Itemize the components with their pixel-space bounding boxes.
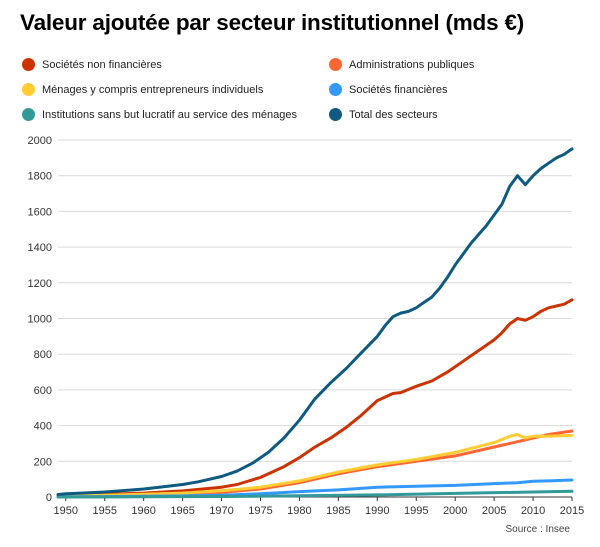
legend-item-societes-financieres: Sociétés financières: [329, 83, 448, 97]
legend-label: Total des secteurs: [349, 109, 438, 121]
legend-item-administrations-publiques: Administrations publiques: [329, 58, 475, 72]
y-tick-label: 1800: [28, 171, 52, 183]
x-tick-label: 1985: [326, 505, 350, 517]
legend-label: Institutions sans but lucratif au servic…: [42, 109, 297, 121]
x-tick-label: 1965: [170, 505, 194, 517]
legend-item-isbl: Institutions sans but lucratif au servic…: [22, 108, 297, 122]
series-line-0: [56, 298, 574, 498]
legend-label: Sociétés financières: [349, 84, 448, 96]
y-tick-label: 1000: [28, 314, 52, 326]
x-tick-label: 2010: [521, 505, 545, 517]
x-tick-label: 1995: [404, 505, 428, 517]
x-tick-label: 2005: [482, 505, 506, 517]
y-tick-label: 1600: [28, 206, 52, 218]
x-tick-label: 2000: [443, 505, 467, 517]
source-note: Source : Insee: [505, 524, 570, 535]
y-tick-label: 400: [34, 421, 52, 433]
series-line-5: [56, 147, 574, 496]
series-line-4: [56, 489, 574, 499]
y-tick-label: 1200: [28, 278, 52, 290]
x-tick-label: 1950: [54, 505, 78, 517]
series-line-2: [56, 433, 574, 498]
y-tick-label: 600: [34, 385, 52, 397]
legend-item-menages: Ménages y compris entrepreneurs individu…: [22, 83, 264, 97]
legend-label: Sociétés non financières: [42, 59, 162, 71]
y-tick-label: 800: [34, 349, 52, 361]
legend-swatch: [329, 108, 342, 121]
x-tick-label: 1975: [248, 505, 272, 517]
x-tick-label: 1970: [209, 505, 233, 517]
legend-label: Ménages y compris entrepreneurs individu…: [42, 84, 264, 96]
legend-label: Administrations publiques: [349, 59, 475, 71]
legend-swatch: [329, 83, 342, 96]
legend-swatch: [22, 58, 35, 71]
legend-item-total: Total des secteurs: [329, 108, 438, 122]
legend-swatch: [329, 58, 342, 71]
x-tick-label: 2015: [560, 505, 584, 517]
x-tick-label: 1990: [365, 505, 389, 517]
legend-swatch: [22, 83, 35, 96]
x-tick-label: 1980: [287, 505, 311, 517]
x-tick-label: 1960: [131, 505, 155, 517]
y-tick-label: 1400: [28, 242, 52, 254]
legend-swatch: [22, 108, 35, 121]
y-tick-label: 0: [46, 492, 52, 504]
legend-item-societes-non-financieres: Sociétés non financières: [22, 58, 162, 72]
x-tick-label: 1955: [92, 505, 116, 517]
chart-title: Valeur ajoutée par secteur institutionne…: [20, 10, 525, 35]
y-tick-label: 2000: [28, 135, 52, 147]
y-tick-label: 200: [34, 456, 52, 468]
